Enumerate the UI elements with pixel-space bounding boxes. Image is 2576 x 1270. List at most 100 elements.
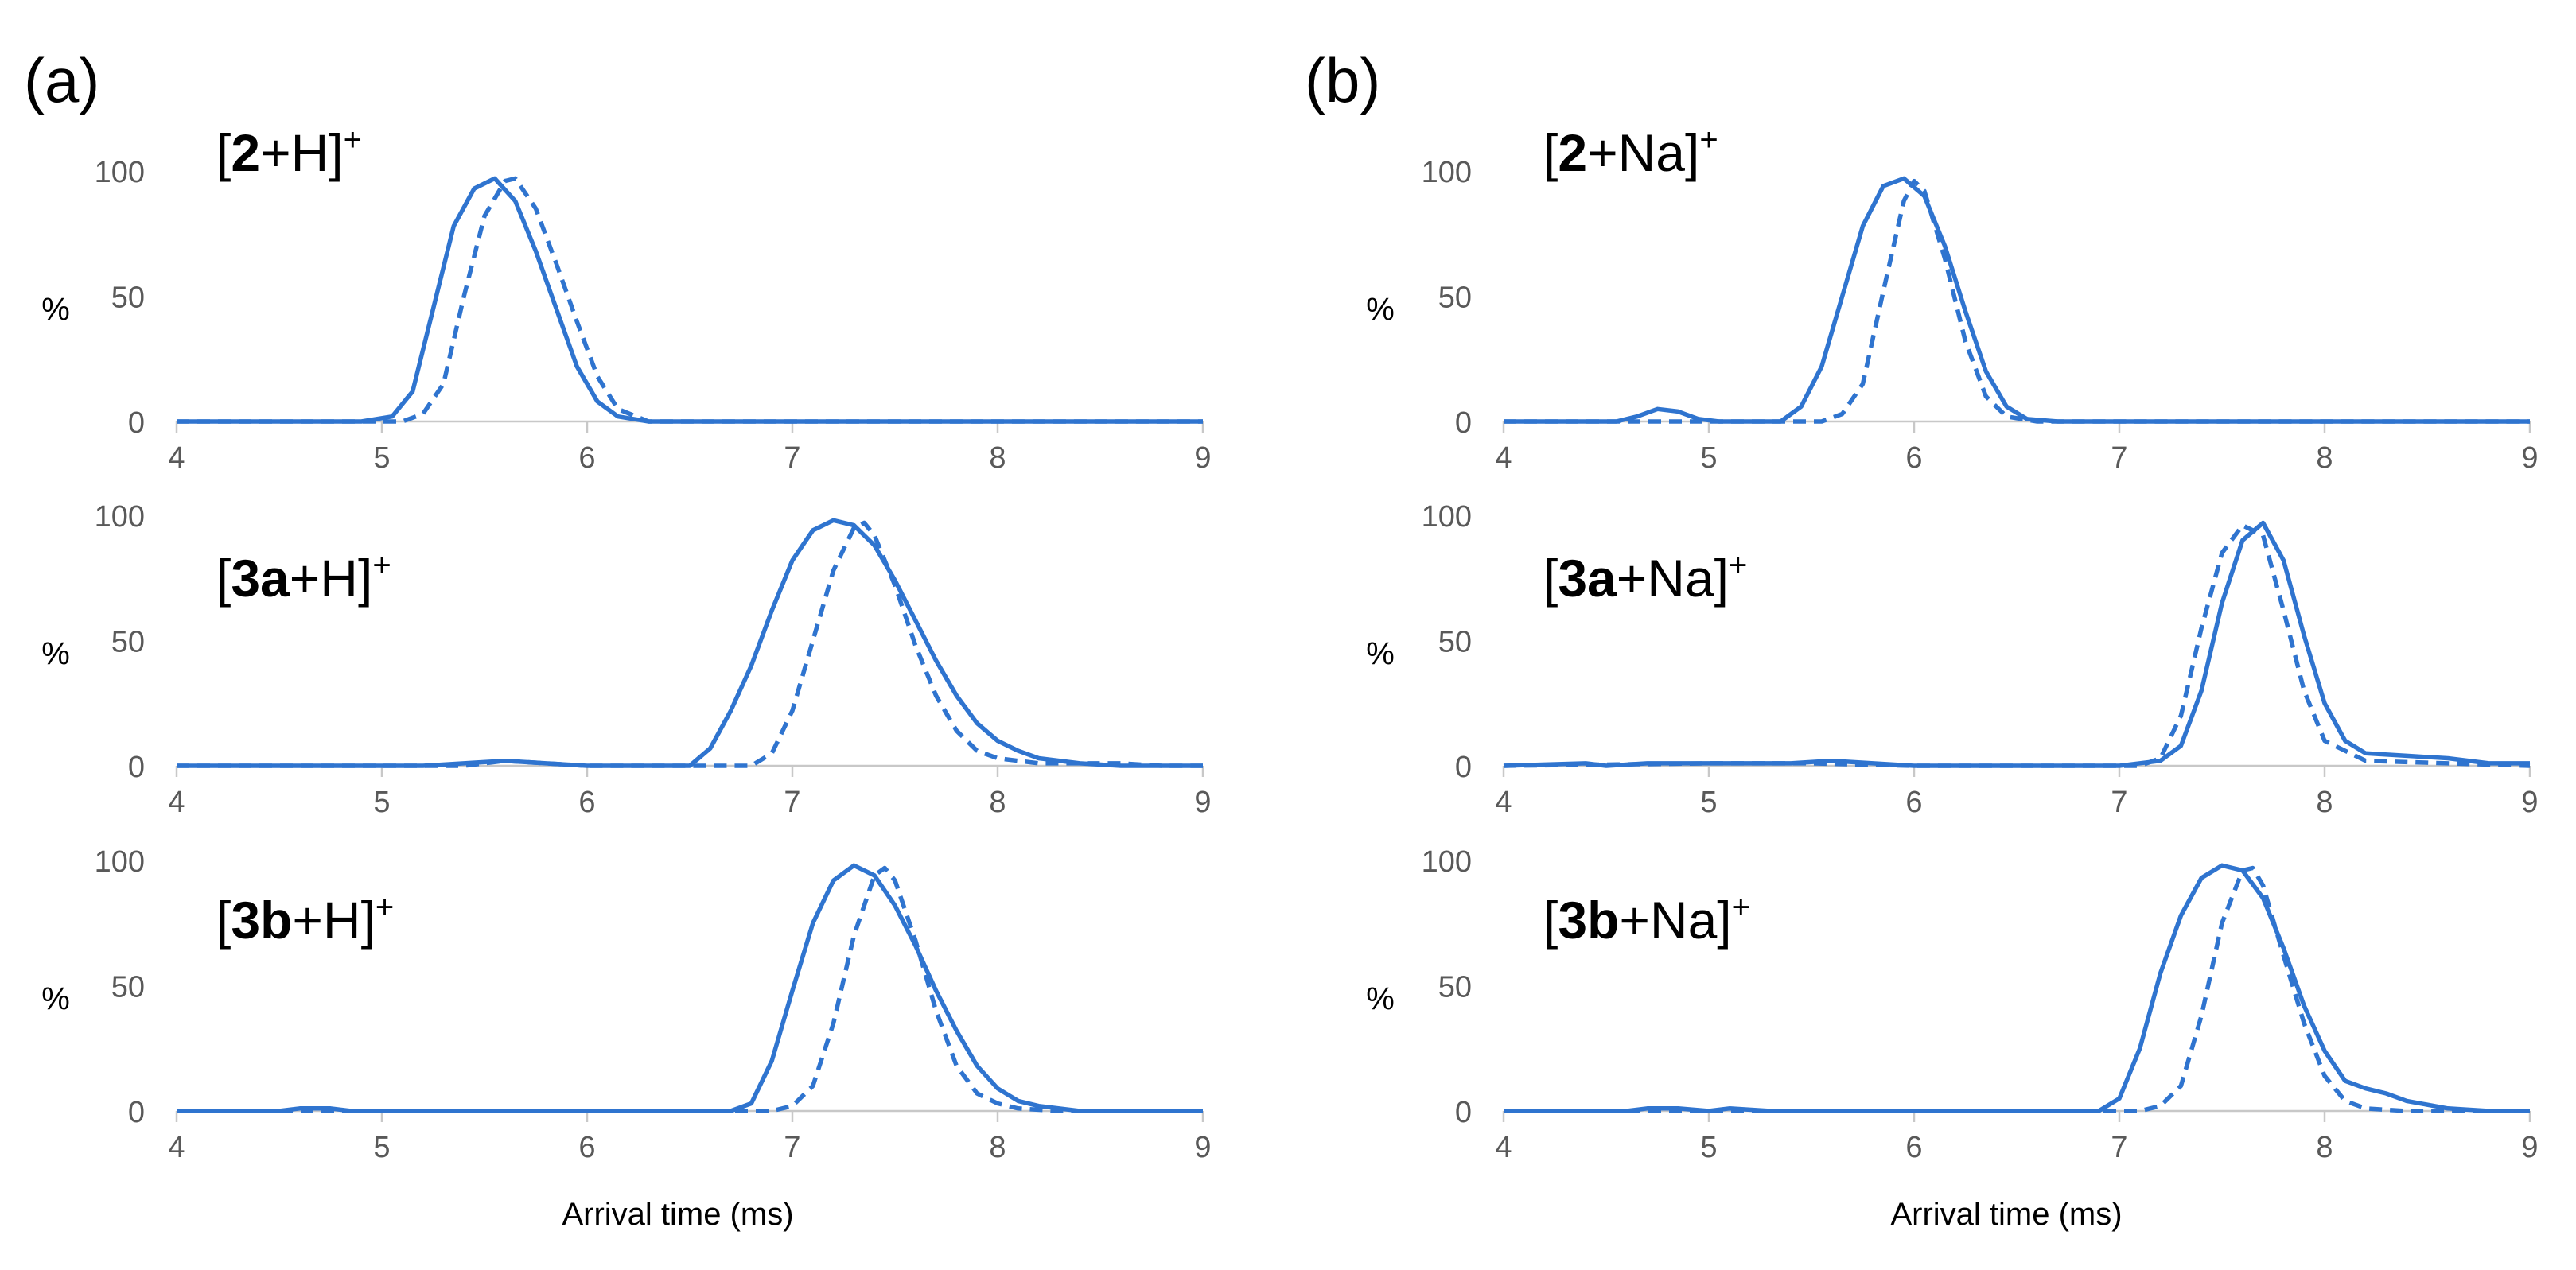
x-tick-label: 8 [989, 786, 1006, 819]
x-tick-label: 4 [168, 1131, 185, 1164]
series-line-solid [177, 176, 1203, 424]
series-line-dashed [1504, 865, 2530, 1113]
species-label-charge: + [1732, 890, 1750, 925]
x-tick-label: 4 [168, 786, 185, 819]
x-tick-label: 8 [2316, 1131, 2333, 1164]
x-tick-label: 6 [1905, 1131, 1922, 1164]
subplot-b-1: 4 5 6 7 8 9 0 50 100% [2+Na]+ [1366, 122, 2538, 475]
species-label-part: 3a [231, 549, 290, 608]
species-label-part: +Na] [1617, 549, 1729, 608]
y-tick-label: 0 [128, 751, 145, 784]
subplot-a-1: 4 5 6 7 8 9 0 50 100% [2+H]+ [41, 122, 1211, 475]
species-label-part: 3a [1558, 549, 1617, 608]
series-line-dashed [177, 865, 1203, 1113]
y-axis-label: % [1366, 982, 1395, 1017]
x-tick-label: 7 [2111, 1131, 2127, 1164]
x-tick-label: 8 [2316, 786, 2333, 819]
y-tick-label: 0 [128, 1096, 145, 1129]
species-label-part: +Na] [1587, 123, 1699, 182]
series-line-dashed [1503, 522, 2531, 768]
species-label-part: +H] [290, 549, 373, 608]
y-tick-label: 100 [95, 845, 145, 879]
species-label-charge: + [344, 122, 362, 157]
y-tick-label: 0 [128, 406, 145, 440]
species-label: [3b+H]+ [216, 890, 394, 950]
y-tick-label: 50 [111, 971, 145, 1004]
y-tick-label: 100 [95, 500, 145, 534]
species-label-part: 3b [1558, 891, 1619, 950]
species-label-part: [ [216, 891, 231, 950]
x-tick-label: 8 [989, 1131, 1006, 1164]
y-tick-label: 100 [95, 156, 145, 189]
x-tick-label: 5 [1700, 786, 1717, 819]
panel-letter-a: (a) [24, 45, 99, 115]
y-axis-label: % [41, 982, 70, 1017]
species-label: [3a+H]+ [216, 548, 391, 608]
x-tick-label: 6 [578, 786, 595, 819]
y-axis-label: % [41, 637, 70, 672]
species-label-charge: + [1699, 122, 1718, 157]
x-tick-label: 4 [168, 441, 185, 475]
x-tick-label: 7 [2111, 441, 2127, 475]
species-label-part: +H] [292, 891, 376, 950]
x-tick-label: 6 [1905, 786, 1922, 819]
series-line-dashed [1504, 178, 2530, 424]
species-label-part: +H] [260, 123, 344, 182]
species-label: [2+Na]+ [1543, 122, 1718, 182]
y-tick-label: 0 [1455, 406, 1472, 440]
x-tick-label: 6 [578, 441, 595, 475]
species-label-charge: + [376, 890, 394, 925]
x-tick-label: 5 [1700, 441, 1717, 475]
y-tick-label: 50 [111, 282, 145, 315]
y-tick-label: 100 [1422, 156, 1472, 189]
species-label-part: +Na] [1619, 891, 1731, 950]
y-axis-label: % [1366, 293, 1395, 328]
y-axis-label: % [41, 293, 70, 328]
species-label-part: 3b [231, 891, 292, 950]
x-tick-label: 4 [1495, 1131, 1512, 1164]
species-label-part: [ [216, 123, 231, 182]
subplot-b-2: 4 5 6 7 8 9 0 50 100% [3a+Na]+ [1366, 500, 2538, 819]
series-line-solid [1503, 520, 2530, 768]
y-tick-label: 0 [1455, 751, 1472, 784]
x-tick-label: 6 [1905, 441, 1922, 475]
y-tick-label: 0 [1455, 1096, 1472, 1129]
x-axis-label-b: Arrival time (ms) [1890, 1197, 2122, 1232]
y-axis-label: % [1366, 637, 1395, 672]
subplot-a-2: 4 5 6 7 8 9 0 50 100% [3a+H]+ [41, 500, 1211, 819]
x-tick-label: 5 [373, 786, 390, 819]
species-label-part: [ [1543, 891, 1558, 950]
species-label-part: 2 [1558, 123, 1587, 182]
x-axis-label-a: Arrival time (ms) [562, 1197, 793, 1232]
x-tick-label: 8 [2316, 441, 2333, 475]
x-tick-label: 9 [2521, 786, 2538, 819]
species-label-charge: + [372, 548, 391, 583]
x-tick-label: 7 [2111, 786, 2127, 819]
x-tick-label: 9 [1194, 786, 1211, 819]
species-label-charge: + [1729, 548, 1747, 583]
y-tick-label: 100 [1422, 845, 1472, 879]
x-tick-label: 5 [373, 1131, 390, 1164]
x-tick-label: 7 [784, 786, 800, 819]
x-tick-label: 4 [1495, 786, 1512, 819]
species-label-part: [ [216, 549, 231, 608]
x-tick-label: 8 [989, 441, 1006, 475]
y-tick-label: 50 [1438, 282, 1472, 315]
x-tick-label: 7 [784, 441, 800, 475]
x-tick-label: 6 [578, 1131, 595, 1164]
y-tick-label: 50 [1438, 626, 1472, 659]
x-tick-label: 5 [373, 441, 390, 475]
y-tick-label: 50 [111, 626, 145, 659]
x-tick-label: 9 [2521, 441, 2538, 475]
series-line-solid [1504, 176, 2530, 424]
species-label: [3a+Na]+ [1543, 548, 1747, 608]
x-tick-label: 7 [784, 1131, 800, 1164]
x-tick-label: 4 [1495, 441, 1512, 475]
subplot-a-3: 4 5 6 7 8 9 0 50 100% [3b+H]+ [41, 845, 1211, 1164]
species-label-part: [ [1543, 549, 1558, 608]
x-tick-label: 5 [1700, 1131, 1717, 1164]
x-tick-label: 9 [1194, 441, 1211, 475]
species-label: [2+H]+ [216, 122, 362, 182]
y-tick-label: 100 [1422, 500, 1472, 534]
